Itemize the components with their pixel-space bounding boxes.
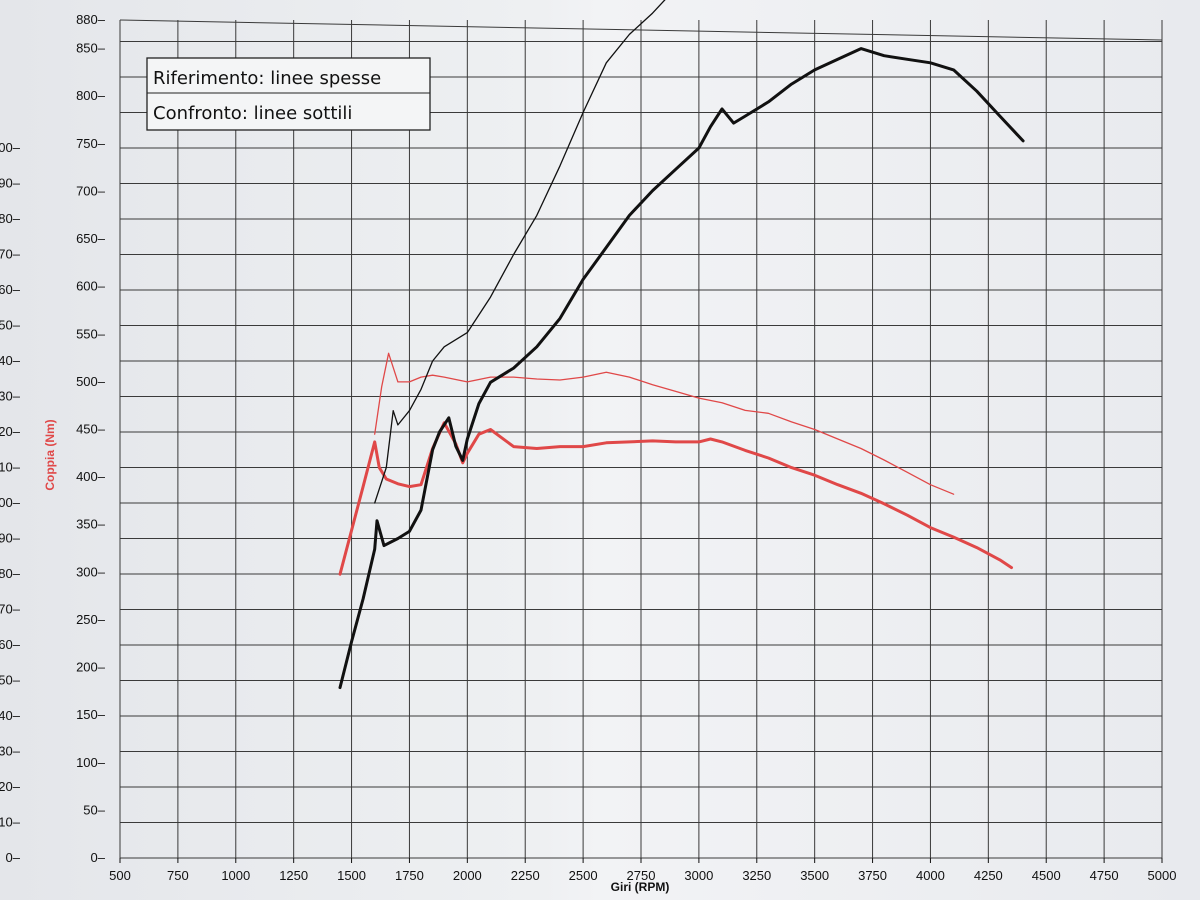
- y-power-tick-label: 120–: [0, 424, 21, 439]
- y-power-tick-label: 90–: [0, 176, 21, 191]
- x-tick-label: 1500: [337, 868, 366, 883]
- series-power-comparison: [374, 0, 666, 504]
- y-power-tick-label: 60–: [0, 282, 21, 297]
- legend-box: [146, 57, 431, 131]
- y-torque-tick-label: 750–: [76, 136, 106, 151]
- y-torque-tick-label: 550–: [76, 326, 106, 341]
- x-tick-label: 3750: [858, 868, 887, 883]
- x-tick-label: 500: [109, 868, 131, 883]
- y-torque-tick-label: 200–: [76, 660, 106, 675]
- legend-entry-reference: Riferimento: linee spesse: [153, 68, 381, 89]
- y-torque-tick-label: 100–: [76, 755, 106, 770]
- x-tick-label: 3000: [684, 868, 713, 883]
- y-power-tick-label: 0–: [6, 850, 21, 865]
- y-power-tick-label: 40–: [0, 708, 21, 723]
- y-power-tick-label: 00–: [0, 140, 21, 155]
- y-torque-tick-label: 250–: [76, 612, 106, 627]
- x-tick-label: 2750: [627, 868, 656, 883]
- legend: Riferimento: linee spesse Confronto: lin…: [146, 57, 431, 131]
- y-power-tick-label: 80–: [0, 211, 21, 226]
- x-tick-label: 4000: [916, 868, 945, 883]
- y-power-tick-label: 30–: [0, 744, 21, 759]
- y-power-tick-label: 20–: [0, 779, 21, 794]
- x-tick-label: 2000: [453, 868, 482, 883]
- y-torque-tick-label: 0–: [91, 850, 106, 865]
- y-torque-tick-label: 400–: [76, 469, 106, 484]
- y-power-tick-label: 10–: [0, 815, 21, 830]
- y-torque-tick-label: 800–: [76, 88, 106, 103]
- x-tick-label: 4500: [1032, 868, 1061, 883]
- y-torque-tick-label: 50–: [83, 802, 105, 817]
- grid: [119, 19, 1163, 859]
- x-tick-label: 750: [167, 868, 189, 883]
- series-torque-comparison: [374, 352, 955, 495]
- y-torque-tick-label: 700–: [76, 183, 106, 198]
- plot-top-border: [119, 19, 1163, 41]
- x-tick-label: 3250: [742, 868, 771, 883]
- y-power-tick-label: 130–: [0, 389, 21, 404]
- legend-entry-comparison: Confronto: linee sottili: [153, 103, 352, 124]
- y-torque-tick-label: 880–: [76, 12, 106, 27]
- series-layer: [338, 0, 1025, 690]
- x-tick-label: 1750: [395, 868, 424, 883]
- y-power-tick-label: 110–: [0, 460, 21, 475]
- axes: 500 750 1000 1250 1500 1750 2000 2250 2500 2750 30…: [0, 12, 1176, 883]
- series-torque-reference: [338, 421, 1013, 576]
- y-torque-tick-label: 450–: [76, 421, 106, 436]
- y-power-tick-label: 150–: [0, 318, 21, 333]
- y-power-tick-label: 90–: [0, 531, 21, 546]
- x-tick-label: 5000: [1148, 868, 1177, 883]
- x-tick-label: 3500: [800, 868, 829, 883]
- y-torque-tick-label: 500–: [76, 374, 106, 389]
- series-power-reference: [338, 47, 1025, 690]
- y-power-tick-label: 70–: [0, 247, 21, 262]
- x-tick-label: 1000: [221, 868, 250, 883]
- x-tick-label: 1250: [279, 868, 308, 883]
- y-power-tick-label: 140–: [0, 353, 21, 368]
- y-torque-tick-label: 150–: [76, 707, 106, 722]
- y-torque-tick-label: 350–: [76, 517, 106, 532]
- y-torque-tick-label: 650–: [76, 231, 106, 246]
- y-torque-tick-label: 850–: [76, 41, 106, 56]
- x-tick-label: 2500: [569, 868, 598, 883]
- y-axis-title-torque: Coppia (Nm): [43, 419, 57, 490]
- y-power-tick-label: 100–: [0, 495, 21, 510]
- y-power-tick-label: 70–: [0, 602, 21, 617]
- y-power-tick-label: 80–: [0, 566, 21, 581]
- y-power-tick-label: 60–: [0, 637, 21, 652]
- y-power-tick-label: 50–: [0, 673, 21, 688]
- x-tick-label: 4250: [974, 868, 1003, 883]
- x-axis-title: Giri (RPM): [611, 880, 670, 894]
- x-tick-label: 2250: [511, 868, 540, 883]
- y-torque-tick-label: 600–: [76, 279, 106, 294]
- y-torque-tick-label: 300–: [76, 564, 106, 579]
- x-tick-label: 4750: [1090, 868, 1119, 883]
